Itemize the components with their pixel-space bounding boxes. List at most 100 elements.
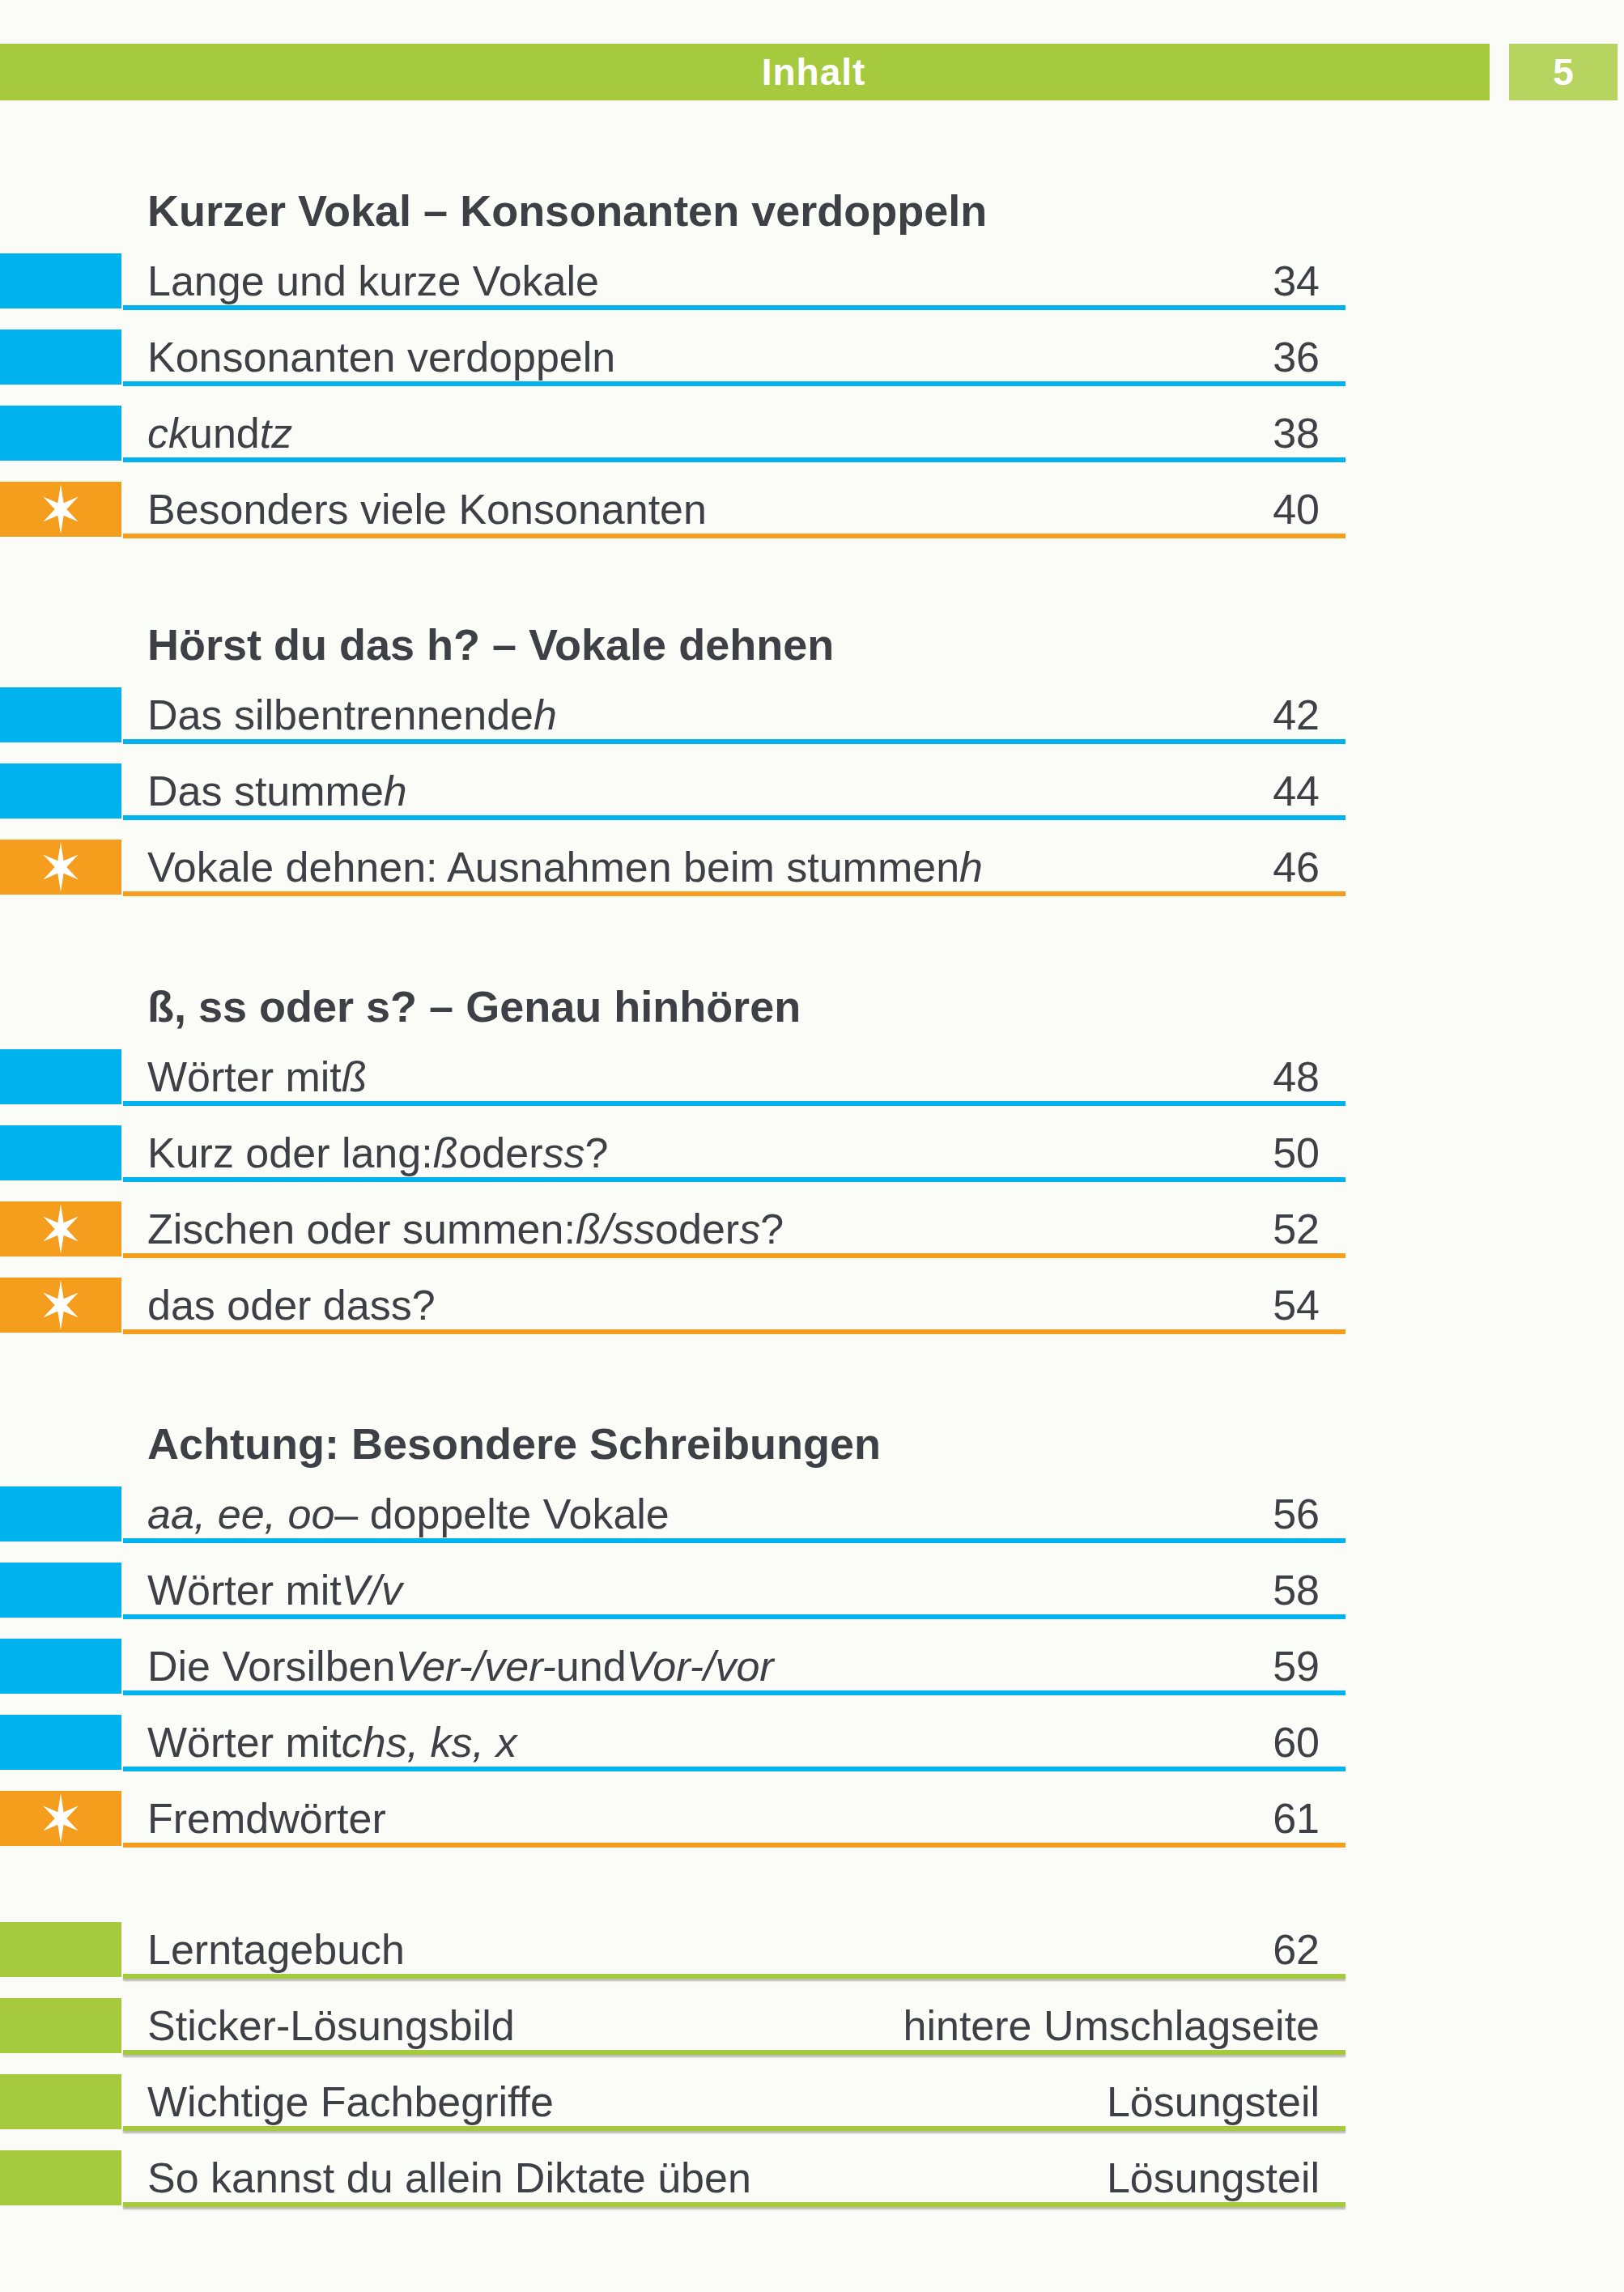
row-underline [123,891,1346,896]
star-icon [0,1201,121,1257]
toc-row: Wichtige FachbegriffeLösungsteil [0,2074,1624,2129]
row-page-value: 56 [567,1486,1320,1541]
row-page-value: 40 [567,482,1320,537]
toc-row: Wörter mit V/v 58 [0,1563,1624,1618]
header-bar: Inhalt [0,44,1490,100]
row-underline [123,1177,1346,1182]
green-marker [0,1922,121,1977]
row-page-value: 58 [567,1563,1320,1618]
row-page-value: Lösungsteil [567,2074,1320,2129]
toc-row: Fremdwörter 61 [0,1791,1624,1846]
row-underline [123,305,1346,310]
toc-row: ck und tz 38 [0,406,1624,461]
row-underline [123,1690,1346,1695]
section-heading: Kurzer Vokal – Konsonanten verdoppeln [147,185,987,236]
row-title: Fremdwörter [147,1791,386,1846]
row-page-value: 36 [567,330,1320,385]
blue-marker [0,687,121,742]
row-page-value: 34 [567,253,1320,308]
row-page-value: 54 [567,1278,1320,1333]
toc-row: Kurz oder lang: ß oder ss?50 [0,1125,1624,1180]
row-underline [123,1767,1346,1771]
row-underline [123,1253,1346,1258]
row-title: Lange und kurze Vokale [147,253,599,308]
toc-row: So kannst du allein Diktate übenLösungst… [0,2150,1624,2205]
page-title: Inhalt [762,50,866,94]
row-underline [123,1843,1346,1848]
row-underline [123,1614,1346,1619]
blue-marker [0,1715,121,1770]
blue-marker [0,1049,121,1104]
star-icon [0,482,121,537]
row-title: Konsonanten verdoppeln [147,330,615,385]
blue-marker [0,1125,121,1180]
row-underline [123,2202,1346,2207]
row-page-value: 59 [567,1639,1320,1694]
section-heading: Hörst du das h? – Vokale dehnen [147,619,834,670]
row-page-value: Lösungsteil [567,2150,1320,2205]
row-title: Das silbentrennende h [147,687,557,742]
row-title: Wichtige Fachbegriffe [147,2074,554,2129]
row-underline [123,534,1346,538]
row-underline [123,1974,1346,1979]
blue-marker [0,1639,121,1694]
star-icon [0,840,121,895]
row-title: Sticker-Lösungsbild [147,1998,515,2053]
star-icon [0,1791,121,1846]
row-title: Wörter mit ß [147,1049,368,1104]
toc-row: Die Vorsilben Ver-/ver- und Vor-/vor59 [0,1639,1624,1694]
toc-row: Wörter mit chs, ks, x 60 [0,1715,1624,1770]
row-underline [123,739,1346,744]
row-page-value: 52 [567,1201,1320,1257]
row-title: das oder dass? [147,1278,436,1333]
blue-marker [0,406,121,461]
row-page-value: 44 [567,763,1320,819]
toc-row: Das silbentrennende h42 [0,687,1624,742]
green-marker [0,2150,121,2205]
toc-row: das oder dass? 54 [0,1278,1624,1333]
blue-marker [0,253,121,308]
toc-row: Besonders viele Konsonanten40 [0,482,1624,537]
row-title: Das stumme h [147,763,407,819]
row-underline [123,381,1346,386]
row-page-value: 46 [567,840,1320,895]
row-underline [123,1329,1346,1334]
toc-row: aa, ee, oo – doppelte Vokale56 [0,1486,1624,1541]
toc-row: Lange und kurze Vokale34 [0,253,1624,308]
row-underline [123,2050,1346,2055]
row-title: Wörter mit chs, ks, x [147,1715,517,1770]
toc-page: Inhalt 5 Kurzer Vokal – Konsonanten verd… [0,0,1624,2292]
row-title: Kurz oder lang: ß oder ss? [147,1125,608,1180]
row-underline [123,457,1346,462]
row-title: Wörter mit V/v [147,1563,402,1618]
toc-row: Konsonanten verdoppeln36 [0,330,1624,385]
row-title: ck und tz [147,406,292,461]
row-underline [123,1538,1346,1543]
row-underline [123,2126,1346,2131]
page-number-badge: 5 [1509,44,1618,100]
toc-row: Sticker-Lösungsbild hintere Umschlagseite [0,1998,1624,2053]
section-heading: ß, ss oder s? – Genau hinhören [147,980,801,1032]
green-marker [0,1998,121,2053]
row-title: Lerntagebuch [147,1922,405,1977]
section-heading: Achtung: Besondere Schreibungen [147,1418,881,1469]
blue-marker [0,330,121,385]
row-page-value: 61 [567,1791,1320,1846]
blue-marker [0,1563,121,1618]
toc-row: Zischen oder summen: ß/ss oder s?52 [0,1201,1624,1257]
row-page-value: 60 [567,1715,1320,1770]
row-underline [123,815,1346,820]
row-page-value: 62 [567,1922,1320,1977]
blue-marker [0,1486,121,1541]
green-marker [0,2074,121,2129]
row-page-value: 50 [567,1125,1320,1180]
toc-row: Vokale dehnen: Ausnahmen beim stummen h4… [0,840,1624,895]
row-page-value: 48 [567,1049,1320,1104]
toc-row: Lerntagebuch 62 [0,1922,1624,1977]
star-icon [0,1278,121,1333]
toc-row: Das stumme h 44 [0,763,1624,819]
row-page-value: hintere Umschlagseite [567,1998,1320,2053]
blue-marker [0,763,121,819]
row-page-value: 38 [567,406,1320,461]
row-page-value: 42 [567,687,1320,742]
